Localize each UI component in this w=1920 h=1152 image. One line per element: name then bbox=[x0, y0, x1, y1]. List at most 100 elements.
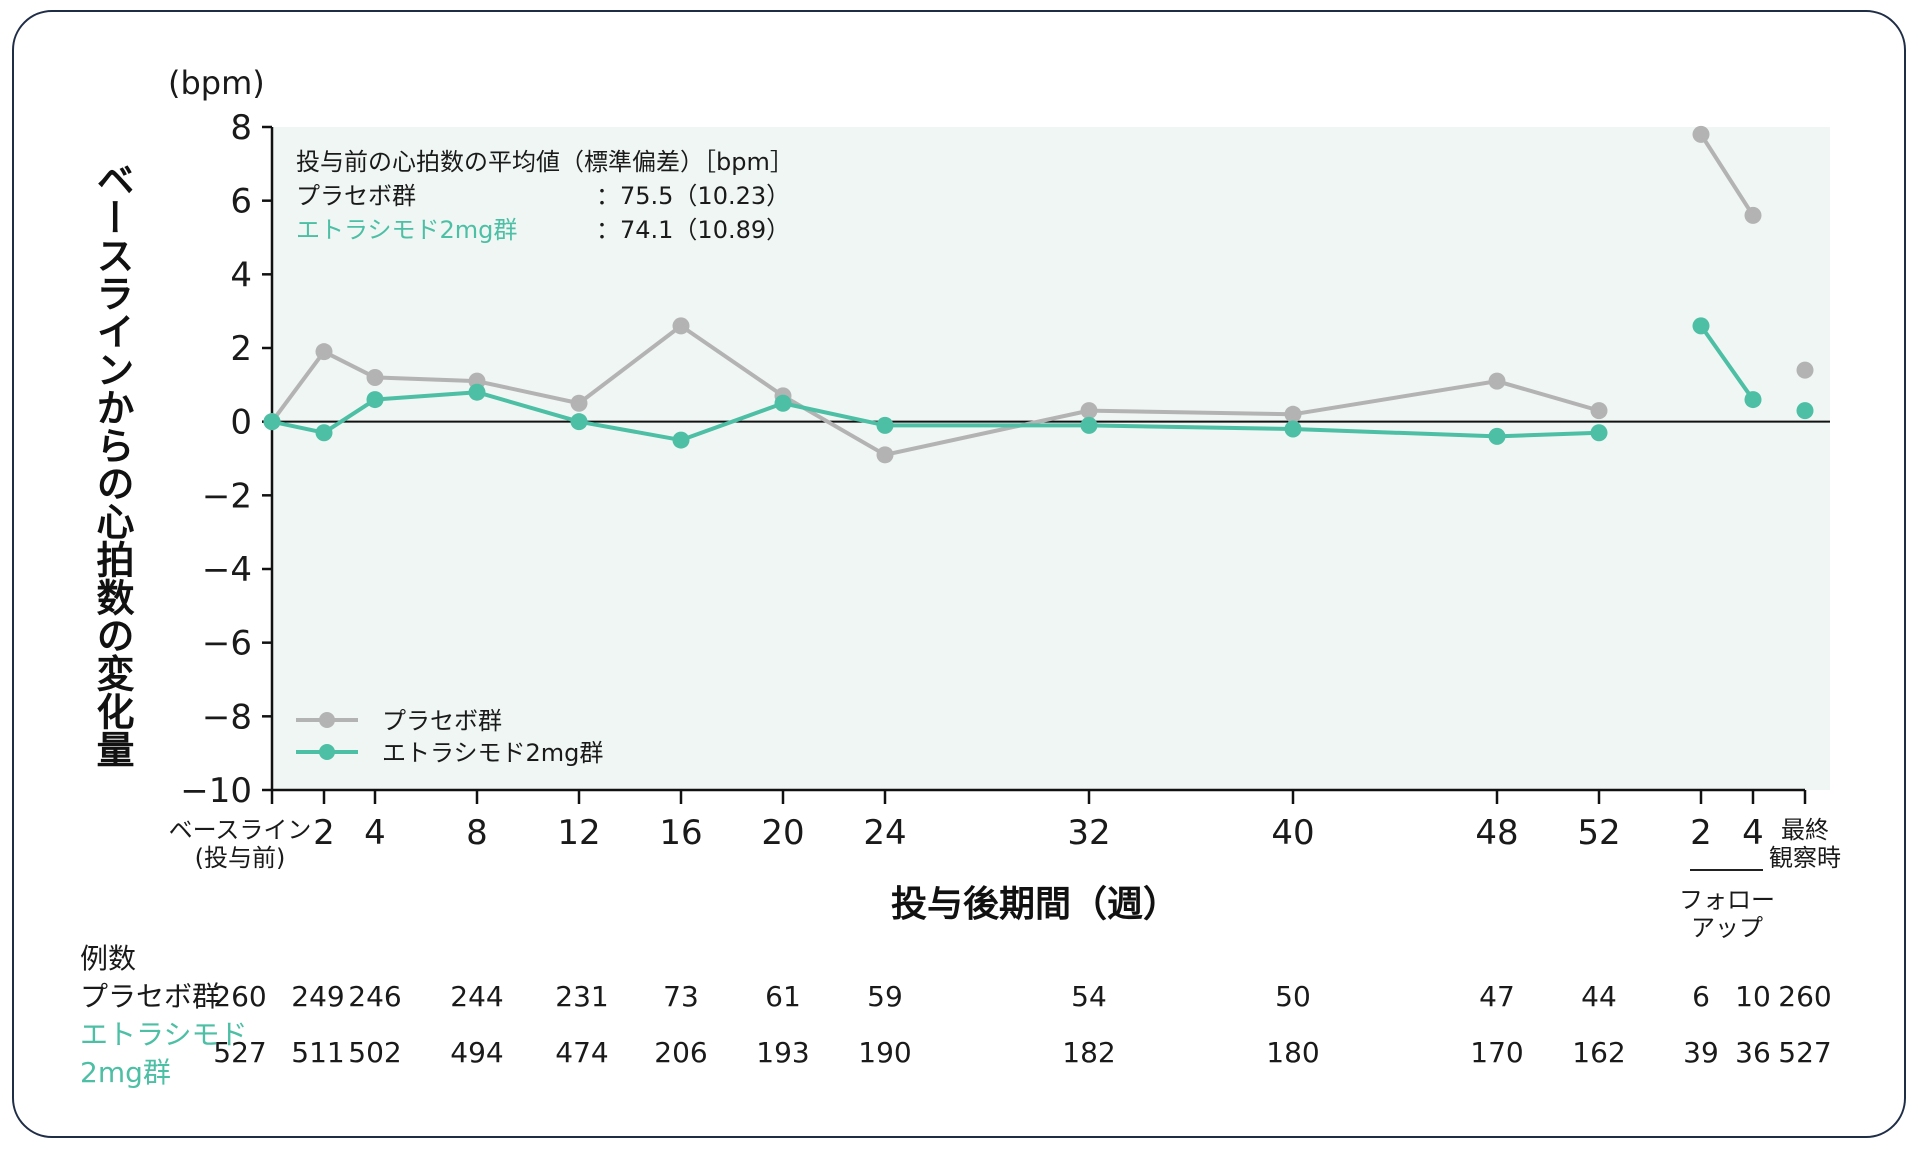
n-table-cell: 527 bbox=[1778, 1036, 1831, 1069]
n-table-cell: 231 bbox=[555, 980, 608, 1013]
y-tick-label: −6 bbox=[202, 624, 252, 664]
x-tick-label: 16 bbox=[659, 813, 702, 853]
n-table-cell: 193 bbox=[756, 1036, 809, 1069]
series-line-0 bbox=[270, 323, 1600, 457]
data-point-placebo bbox=[315, 343, 333, 361]
data-point-etrasimod bbox=[315, 424, 333, 442]
followup-label-line2: アップ bbox=[1691, 914, 1763, 942]
n-table-cell: 494 bbox=[450, 1036, 503, 1069]
n-table-cell: 61 bbox=[765, 980, 801, 1013]
n-table: 例数 プラセボ群 エトラシモド 2mg群 260 249 246 244 231 73 61… bbox=[80, 942, 1832, 1089]
x-tick-label: 12 bbox=[557, 813, 600, 853]
x-tick-label: 32 bbox=[1067, 813, 1110, 853]
data-point-etrasimod bbox=[570, 413, 588, 431]
n-table-cell: 10 bbox=[1735, 980, 1771, 1013]
legend: プラセボ群 エトラシモド2mg群 bbox=[296, 707, 603, 767]
n-table-cell: 170 bbox=[1470, 1036, 1523, 1069]
y-tick-label: 2 bbox=[230, 329, 252, 369]
n-table-cell: 36 bbox=[1735, 1036, 1771, 1069]
y-axis-label: ベースラインからの心拍数の変化量 bbox=[90, 160, 134, 768]
stats-box: 投与前の心拍数の平均値（標準偏差）［bpm］ プラセボ群 ：75.5（10.23… bbox=[296, 148, 794, 244]
data-point-etrasimod bbox=[366, 391, 384, 409]
y-tick-label: 6 bbox=[230, 182, 252, 222]
data-point-placebo bbox=[1590, 402, 1608, 420]
n-table-cell: 260 bbox=[1778, 980, 1831, 1013]
n-table-cell: 511 bbox=[291, 1036, 344, 1069]
n-table-cell: 190 bbox=[858, 1036, 911, 1069]
x-tick-label: 40 bbox=[1271, 813, 1314, 853]
data-point-placebo bbox=[672, 317, 690, 335]
x-tick-label: 2 bbox=[313, 813, 335, 853]
y-unit-label: (bpm) bbox=[168, 64, 265, 102]
series-layer bbox=[263, 125, 1814, 464]
data-point-etrasimod bbox=[263, 413, 281, 431]
x-tick-label: 52 bbox=[1577, 813, 1620, 853]
data-point-placebo bbox=[1488, 372, 1506, 390]
stats-etrasimod-value: ：74.1（10.89） bbox=[596, 216, 790, 244]
data-point-etrasimod bbox=[1796, 402, 1814, 420]
y-tick-label: −4 bbox=[202, 550, 252, 590]
n-table-cell: 246 bbox=[348, 980, 401, 1013]
x-tick-label: 4 bbox=[364, 813, 386, 853]
data-point-etrasimod bbox=[1488, 427, 1506, 445]
stats-placebo-label: プラセボ群 bbox=[296, 182, 416, 210]
n-table-etrasimod-label-2: 2mg群 bbox=[80, 1056, 171, 1089]
n-table-cell: 180 bbox=[1266, 1036, 1319, 1069]
n-table-cell: 73 bbox=[663, 980, 699, 1013]
legend-etrasimod-marker bbox=[319, 744, 335, 760]
series-followup-line-0 bbox=[1699, 133, 1755, 217]
x-axis-label: 投与後期間（週） bbox=[891, 884, 1179, 925]
data-point-etrasimod bbox=[876, 416, 894, 434]
stats-title: 投与前の心拍数の平均値（標準偏差）［bpm］ bbox=[296, 148, 794, 176]
x-tick-final-line2: 観察時 bbox=[1769, 844, 1841, 872]
legend-placebo-label: プラセボ群 bbox=[382, 707, 502, 735]
n-table-cell: 260 bbox=[213, 980, 266, 1013]
y-tick-label: 0 bbox=[230, 403, 252, 443]
n-table-cell: 47 bbox=[1479, 980, 1515, 1013]
data-point-etrasimod bbox=[468, 383, 486, 401]
data-point-placebo bbox=[1080, 402, 1098, 420]
data-point-placebo bbox=[1744, 206, 1762, 224]
n-table-cell: 39 bbox=[1683, 1036, 1719, 1069]
n-table-cell: 44 bbox=[1581, 980, 1617, 1013]
x-tick-label: 48 bbox=[1475, 813, 1518, 853]
y-tick-label: −8 bbox=[202, 697, 252, 737]
series-followup-line-1 bbox=[1699, 324, 1755, 401]
plot-background bbox=[272, 127, 1830, 790]
y-tick-label: 8 bbox=[230, 108, 252, 148]
stats-placebo-value: ：75.5（10.23） bbox=[596, 182, 790, 210]
data-point-etrasimod bbox=[1284, 420, 1302, 438]
x-tick-label: 8 bbox=[466, 813, 488, 853]
data-point-etrasimod bbox=[774, 394, 792, 412]
legend-placebo-marker bbox=[319, 712, 335, 728]
x-tick-label: 24 bbox=[863, 813, 906, 853]
n-table-etrasimod-label-1: エトラシモド bbox=[80, 1018, 247, 1051]
n-table-cell: 182 bbox=[1062, 1036, 1115, 1069]
followup-label-line1: フォロー bbox=[1679, 886, 1775, 914]
y-tick-label: −2 bbox=[202, 476, 252, 516]
x-tick-final-line1: 最終 bbox=[1781, 816, 1829, 844]
data-point-placebo bbox=[876, 446, 894, 464]
data-point-etrasimod bbox=[1744, 391, 1762, 409]
n-table-cell: 54 bbox=[1071, 980, 1107, 1013]
n-table-placebo-label: プラセボ群 bbox=[80, 980, 220, 1013]
n-table-cell: 474 bbox=[555, 1036, 608, 1069]
series-line-1 bbox=[271, 390, 1600, 443]
data-point-etrasimod bbox=[1080, 416, 1098, 434]
n-table-cell: 502 bbox=[348, 1036, 401, 1069]
n-table-cell: 59 bbox=[867, 980, 903, 1013]
x-tick-label: 4 bbox=[1742, 813, 1764, 853]
data-point-placebo bbox=[1284, 405, 1302, 423]
data-point-placebo bbox=[1692, 125, 1710, 143]
n-table-cell: 527 bbox=[213, 1036, 266, 1069]
data-point-placebo bbox=[366, 368, 384, 386]
data-point-etrasimod bbox=[672, 431, 690, 449]
n-table-cell: 50 bbox=[1275, 980, 1311, 1013]
y-tick-label: −10 bbox=[180, 771, 252, 811]
data-point-placebo bbox=[1796, 361, 1814, 379]
legend-etrasimod-label: エトラシモド2mg群 bbox=[382, 739, 603, 767]
x-tick-label: 2 bbox=[1690, 813, 1712, 853]
data-point-etrasimod bbox=[1590, 424, 1608, 442]
